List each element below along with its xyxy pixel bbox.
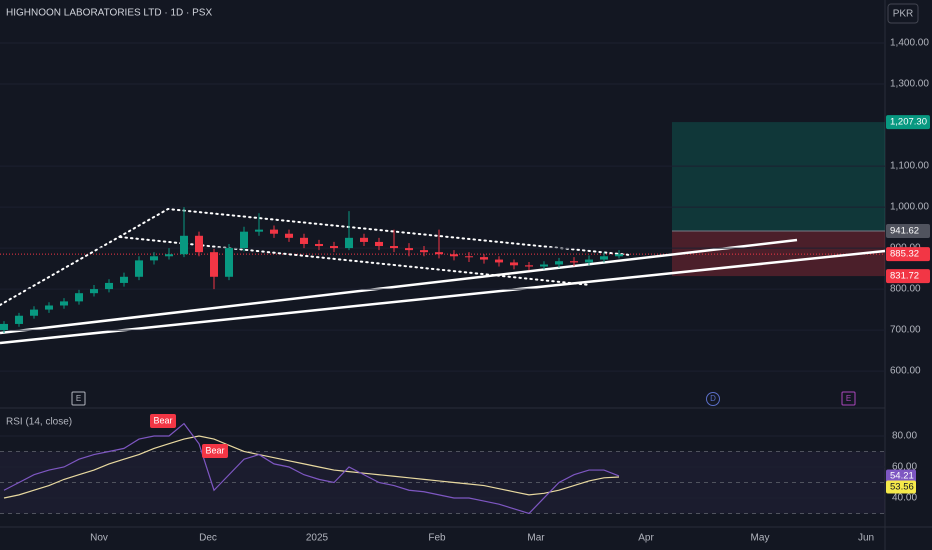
candle-body xyxy=(600,256,608,260)
rsi-tag xyxy=(886,469,916,483)
currency-label[interactable]: PKR xyxy=(893,9,914,20)
price-tag xyxy=(886,247,930,262)
candle-body xyxy=(165,254,173,257)
candle-body xyxy=(45,305,53,310)
rsi-tick-label: 80.00 xyxy=(892,431,917,442)
candle-body xyxy=(210,252,218,277)
candle-body xyxy=(465,256,473,258)
candle-body xyxy=(195,235,203,253)
y-tick-label: 1,000.00 xyxy=(890,202,929,213)
rsi-tag xyxy=(886,480,916,494)
candle-body xyxy=(375,241,383,247)
candle-body xyxy=(30,309,38,316)
x-tick-label: Dec xyxy=(199,533,217,544)
signal-badge xyxy=(202,444,228,458)
price-tag-label: 941.62 xyxy=(890,226,919,237)
event-label: E xyxy=(846,394,851,403)
y-tick-label: 700.00 xyxy=(890,325,921,336)
candle-body xyxy=(330,246,338,249)
candle-body xyxy=(60,301,68,306)
target-zone xyxy=(672,122,885,232)
candle-body xyxy=(0,323,8,331)
candle-body xyxy=(405,248,413,251)
candle-body xyxy=(75,293,83,302)
candle-body xyxy=(525,265,533,267)
candle-body xyxy=(345,237,353,249)
x-tick-label: 2025 xyxy=(306,533,329,544)
candle-body xyxy=(240,231,248,249)
event-label: D xyxy=(710,394,716,403)
event-label: E xyxy=(76,394,81,403)
x-tick-label: May xyxy=(751,533,770,544)
candle-body xyxy=(585,259,593,263)
price-tag xyxy=(886,115,930,130)
candle-body xyxy=(180,235,188,255)
y-tick-label: 600.00 xyxy=(890,366,921,377)
rsi-ma-line xyxy=(3,435,620,499)
candle-body xyxy=(435,252,443,255)
price-tag xyxy=(886,224,930,239)
symbol-title: HIGHNOON LABORATORIES LTD · 1D · PSX xyxy=(6,8,212,19)
x-tick-label: Apr xyxy=(638,533,654,544)
rsi-tick-label: 40.00 xyxy=(892,493,917,504)
price-tag-label: 831.72 xyxy=(890,271,919,282)
candle-body xyxy=(420,250,428,253)
rsi-tag-label: 54.21 xyxy=(890,470,914,481)
x-tick-label: Jun xyxy=(858,533,874,544)
y-tick-label: 1,300.00 xyxy=(890,79,929,90)
price-tag-label: 1,207.30 xyxy=(890,117,927,128)
x-tick-label: Feb xyxy=(428,533,446,544)
candle-body xyxy=(450,254,458,257)
rsi-tag-label: 53.56 xyxy=(890,481,914,492)
x-tick-label: Mar xyxy=(527,533,545,544)
candle-body xyxy=(540,264,548,267)
price-tag-label: 885.32 xyxy=(890,249,919,260)
rsi-tick-label: 60.00 xyxy=(892,462,917,473)
currency-button[interactable] xyxy=(887,3,919,24)
candle-body xyxy=(150,256,158,261)
y-tick-label: 800.00 xyxy=(890,284,921,295)
candle-body xyxy=(555,261,563,265)
y-tick-label: 1,100.00 xyxy=(890,161,929,172)
candle-body xyxy=(225,248,233,277)
signal-label: Bear xyxy=(153,415,172,425)
candle-body xyxy=(285,233,293,238)
rsi-line xyxy=(3,422,620,515)
signal-badge xyxy=(150,414,176,428)
trendline xyxy=(0,238,798,335)
candle-body xyxy=(15,315,23,324)
candle-body xyxy=(105,282,113,290)
candle-body xyxy=(570,261,578,263)
candle-body xyxy=(90,289,98,294)
candle-body xyxy=(120,276,128,283)
event-marker[interactable] xyxy=(841,391,856,406)
trendline xyxy=(0,249,886,345)
candle-body xyxy=(300,237,308,244)
rsi-title: RSI (14, close) xyxy=(6,417,72,428)
candle-body xyxy=(510,262,518,266)
candle-body xyxy=(270,229,278,234)
candle-body xyxy=(480,257,488,260)
candle-body xyxy=(360,237,368,242)
candle-body xyxy=(495,259,503,263)
candle-body xyxy=(315,243,323,247)
candle-body xyxy=(135,260,143,277)
y-tick-label: 1,400.00 xyxy=(890,38,929,49)
candle-body xyxy=(615,254,623,257)
price-tag xyxy=(886,269,930,284)
signal-label: Bear xyxy=(205,445,224,455)
event-marker[interactable] xyxy=(706,392,720,406)
dotted-trendline xyxy=(0,207,631,306)
candle-body xyxy=(255,229,263,232)
candle-body xyxy=(390,246,398,249)
event-marker[interactable] xyxy=(71,391,86,406)
x-tick-label: Nov xyxy=(90,533,108,544)
